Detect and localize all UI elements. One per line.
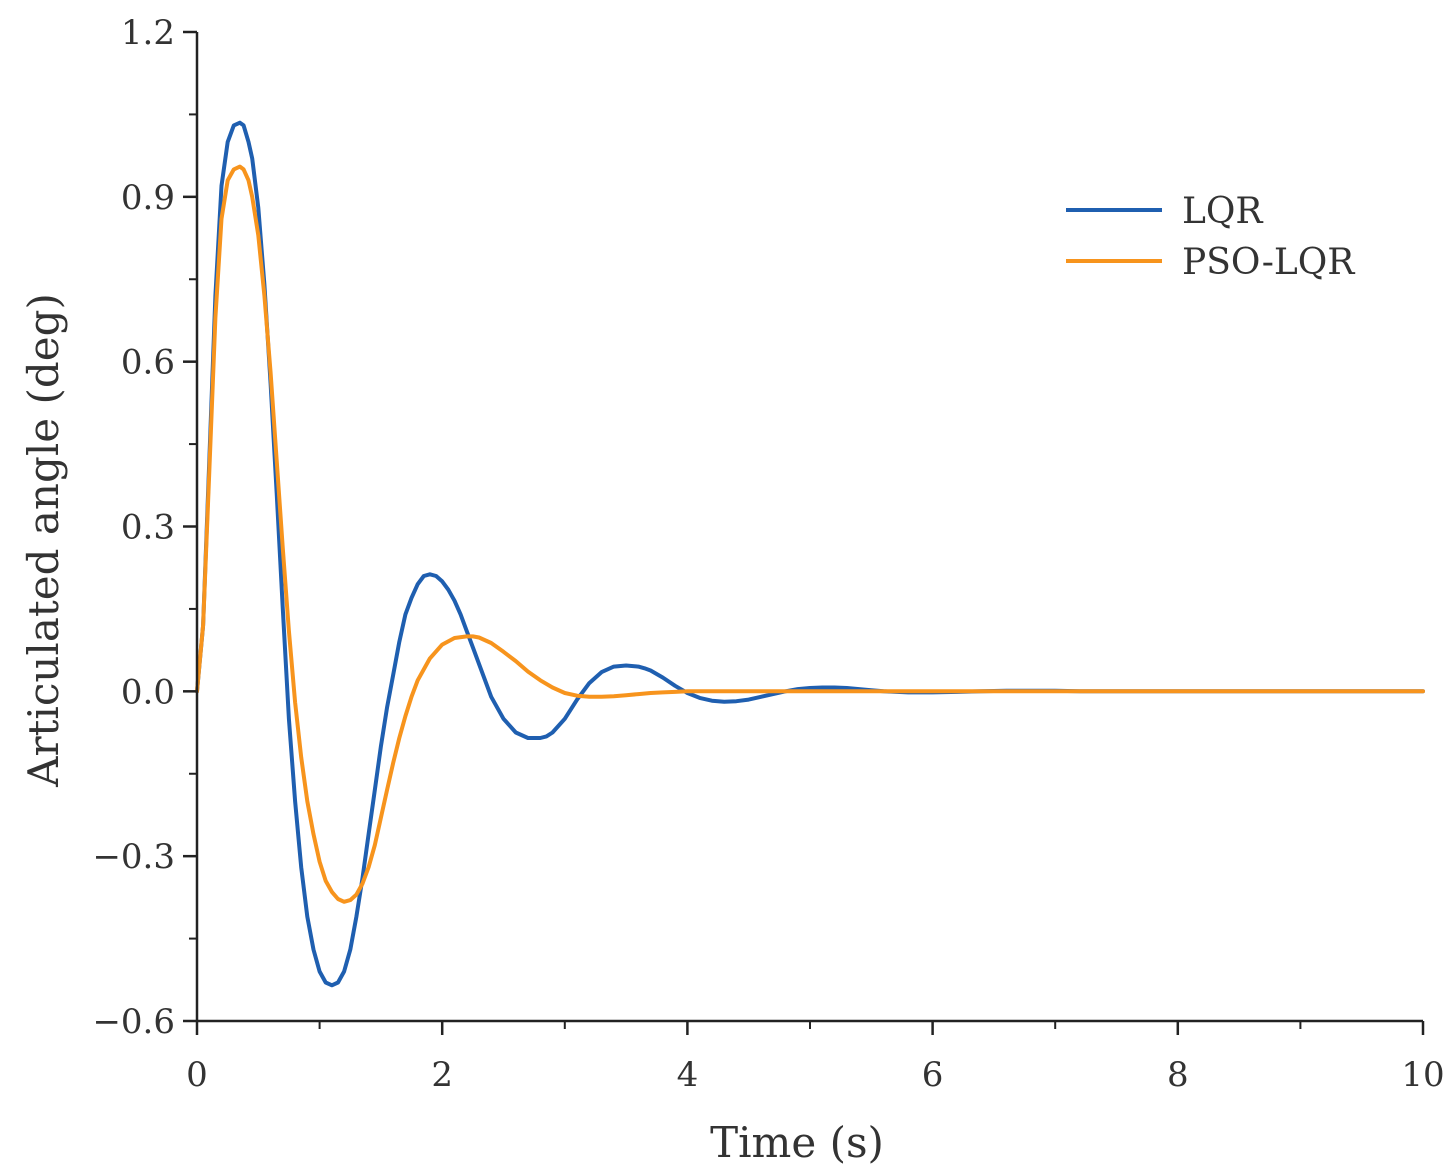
y-tick-label: 0.6 xyxy=(121,343,175,383)
legend-label-pso-lqr: PSO-LQR xyxy=(1182,242,1355,283)
x-axis-title: Time (s) xyxy=(710,1118,884,1167)
x-tick-label: 6 xyxy=(922,1055,944,1095)
axes-layer xyxy=(195,32,1423,1023)
x-tick-label: 10 xyxy=(1401,1055,1444,1095)
x-tick-label: 0 xyxy=(186,1055,208,1095)
ticks-layer: −0.6 −0.3 0.0 0.3 0.6 0.9 1.2 0 2 4 6 8 10 xyxy=(92,13,1444,1095)
x-tick-label: 8 xyxy=(1167,1055,1189,1095)
y-tick-label: 0.9 xyxy=(121,178,175,218)
y-tick-label: 1.2 xyxy=(121,13,175,53)
y-tick-label: 0.0 xyxy=(121,672,175,712)
y-tick-label: −0.6 xyxy=(92,1002,175,1042)
y-axis-title: Articulated angle (deg) xyxy=(19,293,68,788)
y-tick-label: −0.3 xyxy=(92,837,175,877)
series-line-pso-lqr xyxy=(195,164,1425,904)
x-tick-label: 4 xyxy=(677,1055,699,1095)
x-tick-label: 2 xyxy=(431,1055,453,1095)
legend: LQR PSO-LQR xyxy=(1066,191,1355,283)
legend-label-lqr: LQR xyxy=(1182,191,1263,232)
y-tick-label: 0.3 xyxy=(121,508,175,548)
series-layer xyxy=(195,120,1425,988)
